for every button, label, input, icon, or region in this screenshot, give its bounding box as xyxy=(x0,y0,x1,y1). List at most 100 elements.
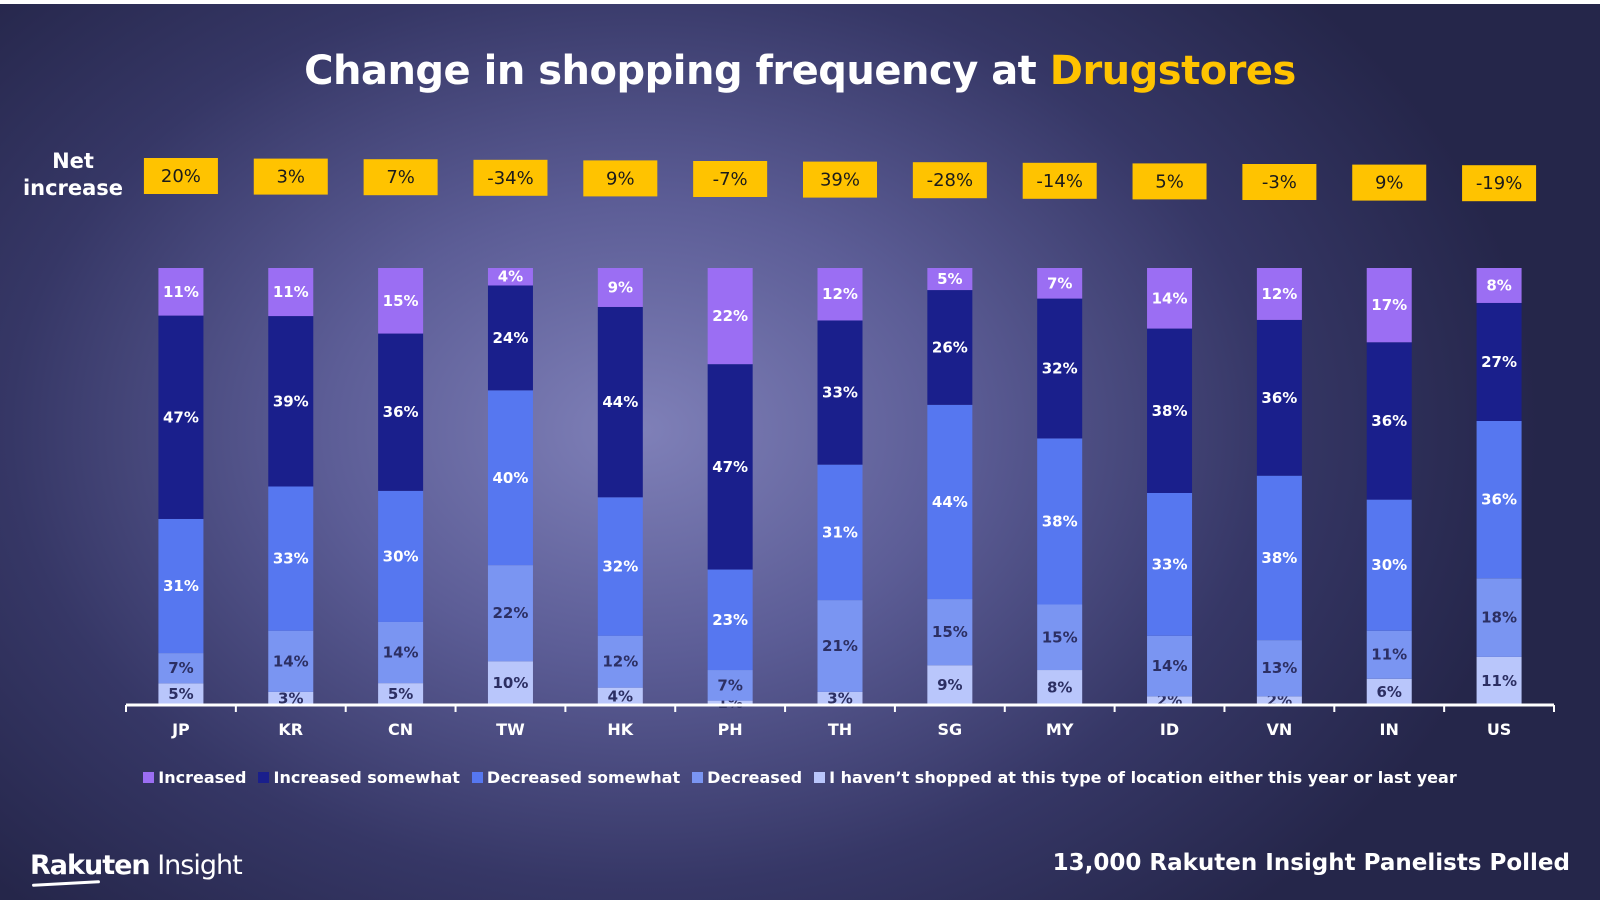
bar-segment-decreased-hk xyxy=(597,635,643,688)
data-label-decreased_somewhat-us: 36% xyxy=(1481,491,1517,509)
data-label-increased_somewhat-hk: 44% xyxy=(602,393,638,411)
net-increase-value-vn: -3% xyxy=(1262,172,1297,193)
bar-segment-not_shopped-cn xyxy=(378,683,424,705)
data-label-decreased-in: 11% xyxy=(1371,646,1407,664)
bar-segment-decreased_somewhat-kr xyxy=(268,486,314,631)
bar-segment-increased_somewhat-jp xyxy=(158,315,204,519)
data-label-decreased-hk: 12% xyxy=(602,653,638,671)
x-tick-label-jp: JP xyxy=(171,720,190,739)
bar-segment-decreased_somewhat-cn xyxy=(378,490,424,622)
data-label-not_shopped-kr: 3% xyxy=(278,689,303,707)
bar-segment-increased_somewhat-vn xyxy=(1256,319,1302,476)
net-increase-value-kr: 3% xyxy=(276,167,305,188)
data-label-decreased_somewhat-my: 38% xyxy=(1042,512,1078,530)
x-tick-label-sg: SG xyxy=(938,720,963,739)
x-tick-label-my: MY xyxy=(1046,720,1074,739)
bar-segment-decreased-cn xyxy=(378,621,424,684)
net-label-line1: Net xyxy=(52,149,94,173)
net-increase-box-my xyxy=(1022,162,1097,199)
net-increase-box-tw xyxy=(473,159,548,196)
net-label-line2: increase xyxy=(22,176,124,200)
bar-segment-increased_somewhat-in xyxy=(1366,342,1412,500)
bar-segment-not_shopped-kr xyxy=(268,691,314,705)
x-tick-label-vn: VN xyxy=(1266,720,1292,739)
data-label-increased-in: 17% xyxy=(1371,296,1407,314)
bar-segment-increased-vn xyxy=(1256,268,1302,320)
bar-segment-decreased-kr xyxy=(268,630,314,692)
bar-segment-decreased-us xyxy=(1476,578,1522,657)
net-increase-box-in xyxy=(1352,164,1427,201)
data-label-increased-sg: 5% xyxy=(937,270,962,288)
net-increase-value-ph: -7% xyxy=(713,169,748,190)
data-label-increased_somewhat-th: 33% xyxy=(822,384,858,402)
data-label-increased-hk: 9% xyxy=(608,278,633,296)
legend-label-not_shopped: I haven’t shopped at this type of locati… xyxy=(829,768,1457,787)
x-tick-label-us: US xyxy=(1487,720,1512,739)
data-label-increased-jp: 11% xyxy=(163,283,199,301)
net-increase-value-id: 5% xyxy=(1155,171,1184,192)
bar-segment-increased-my xyxy=(1037,268,1083,299)
logo-bold: Rakuten xyxy=(30,850,151,881)
bar-segment-decreased_somewhat-jp xyxy=(158,518,204,654)
data-label-decreased_somewhat-kr: 33% xyxy=(273,550,309,568)
bar-segment-increased_somewhat-us xyxy=(1476,302,1522,421)
data-label-decreased_somewhat-th: 31% xyxy=(822,523,858,541)
data-label-increased-kr: 11% xyxy=(273,283,309,301)
data-label-increased_somewhat-us: 27% xyxy=(1481,353,1517,371)
legend-label-decreased: Decreased xyxy=(707,768,803,787)
bar-segment-not_shopped-in xyxy=(1366,678,1412,705)
bar-segment-decreased-jp xyxy=(158,653,204,684)
data-label-decreased_somewhat-id: 33% xyxy=(1152,555,1188,573)
net-increase-value-hk: 9% xyxy=(606,168,635,189)
net-increase-box-id xyxy=(1132,163,1207,200)
title-highlight: Drugstores xyxy=(1049,48,1297,94)
data-label-increased_somewhat-kr: 39% xyxy=(273,392,309,410)
bar-segment-increased-cn xyxy=(378,268,424,334)
data-label-decreased_somewhat-cn: 30% xyxy=(383,547,419,565)
data-label-increased-us: 8% xyxy=(1486,276,1511,294)
bar-segment-not_shopped-id xyxy=(1147,696,1193,705)
data-label-decreased_somewhat-jp: 31% xyxy=(163,577,199,595)
rakuten-insight-logo: Rakuten Insight xyxy=(30,850,243,887)
data-label-increased_somewhat-jp: 47% xyxy=(163,408,199,426)
legend-item-increased: Increased xyxy=(143,768,246,787)
bar-segment-not_shopped-sg xyxy=(927,665,973,705)
bar-segment-increased_somewhat-ph xyxy=(707,364,753,570)
net-increase-box-cn xyxy=(363,159,438,196)
data-label-decreased-kr: 14% xyxy=(273,652,309,670)
bar-segment-decreased_somewhat-vn xyxy=(1256,475,1302,641)
data-label-decreased-us: 18% xyxy=(1481,609,1517,627)
legend-swatch-increased_somewhat xyxy=(258,772,270,783)
bar-segment-decreased-my xyxy=(1037,604,1083,671)
x-tick-label-tw: TW xyxy=(496,720,525,739)
legend-swatch-decreased_somewhat xyxy=(471,772,483,783)
bar-segment-decreased_somewhat-hk xyxy=(597,497,643,636)
panelists-note: 13,000 Rakuten Insight Panelists Polled xyxy=(1052,850,1570,876)
x-tick-label-hk: HK xyxy=(607,720,633,739)
bar-segment-increased-kr xyxy=(268,268,314,317)
net-increase-value-tw: -34% xyxy=(487,168,534,189)
data-label-decreased-th: 21% xyxy=(822,637,858,655)
data-label-increased_somewhat-in: 36% xyxy=(1371,412,1407,430)
data-label-not_shopped-us: 11% xyxy=(1481,672,1517,690)
data-label-increased_somewhat-id: 38% xyxy=(1152,402,1188,420)
x-tick-label-id: ID xyxy=(1160,720,1179,739)
bar-segment-decreased_somewhat-in xyxy=(1366,499,1412,631)
bar-segment-decreased-in xyxy=(1366,630,1412,679)
data-label-decreased_somewhat-tw: 40% xyxy=(493,469,529,487)
net-increase-box-ph xyxy=(693,161,768,197)
chart-title: Change in shopping frequency at Drugstor… xyxy=(0,48,1600,94)
bar-segment-not_shopped-us xyxy=(1476,656,1522,705)
net-increase-box-us xyxy=(1462,165,1537,202)
legend-item-not_shopped: I haven’t shopped at this type of locati… xyxy=(814,768,1457,787)
data-label-not_shopped-jp: 5% xyxy=(168,685,193,703)
bar-segment-not_shopped-ph xyxy=(707,700,753,705)
bar-segment-increased_somewhat-th xyxy=(817,320,863,465)
legend: Increased Increased somewhat Decreased som… xyxy=(0,768,1600,787)
data-label-increased-id: 14% xyxy=(1152,289,1188,307)
legend-swatch-decreased xyxy=(692,772,704,783)
legend-item-increased_somewhat: Increased somewhat xyxy=(258,768,460,787)
net-increase-value-my: -14% xyxy=(1036,171,1083,192)
data-label-not_shopped-tw: 10% xyxy=(493,674,529,692)
net-increase-box-sg xyxy=(912,162,987,199)
